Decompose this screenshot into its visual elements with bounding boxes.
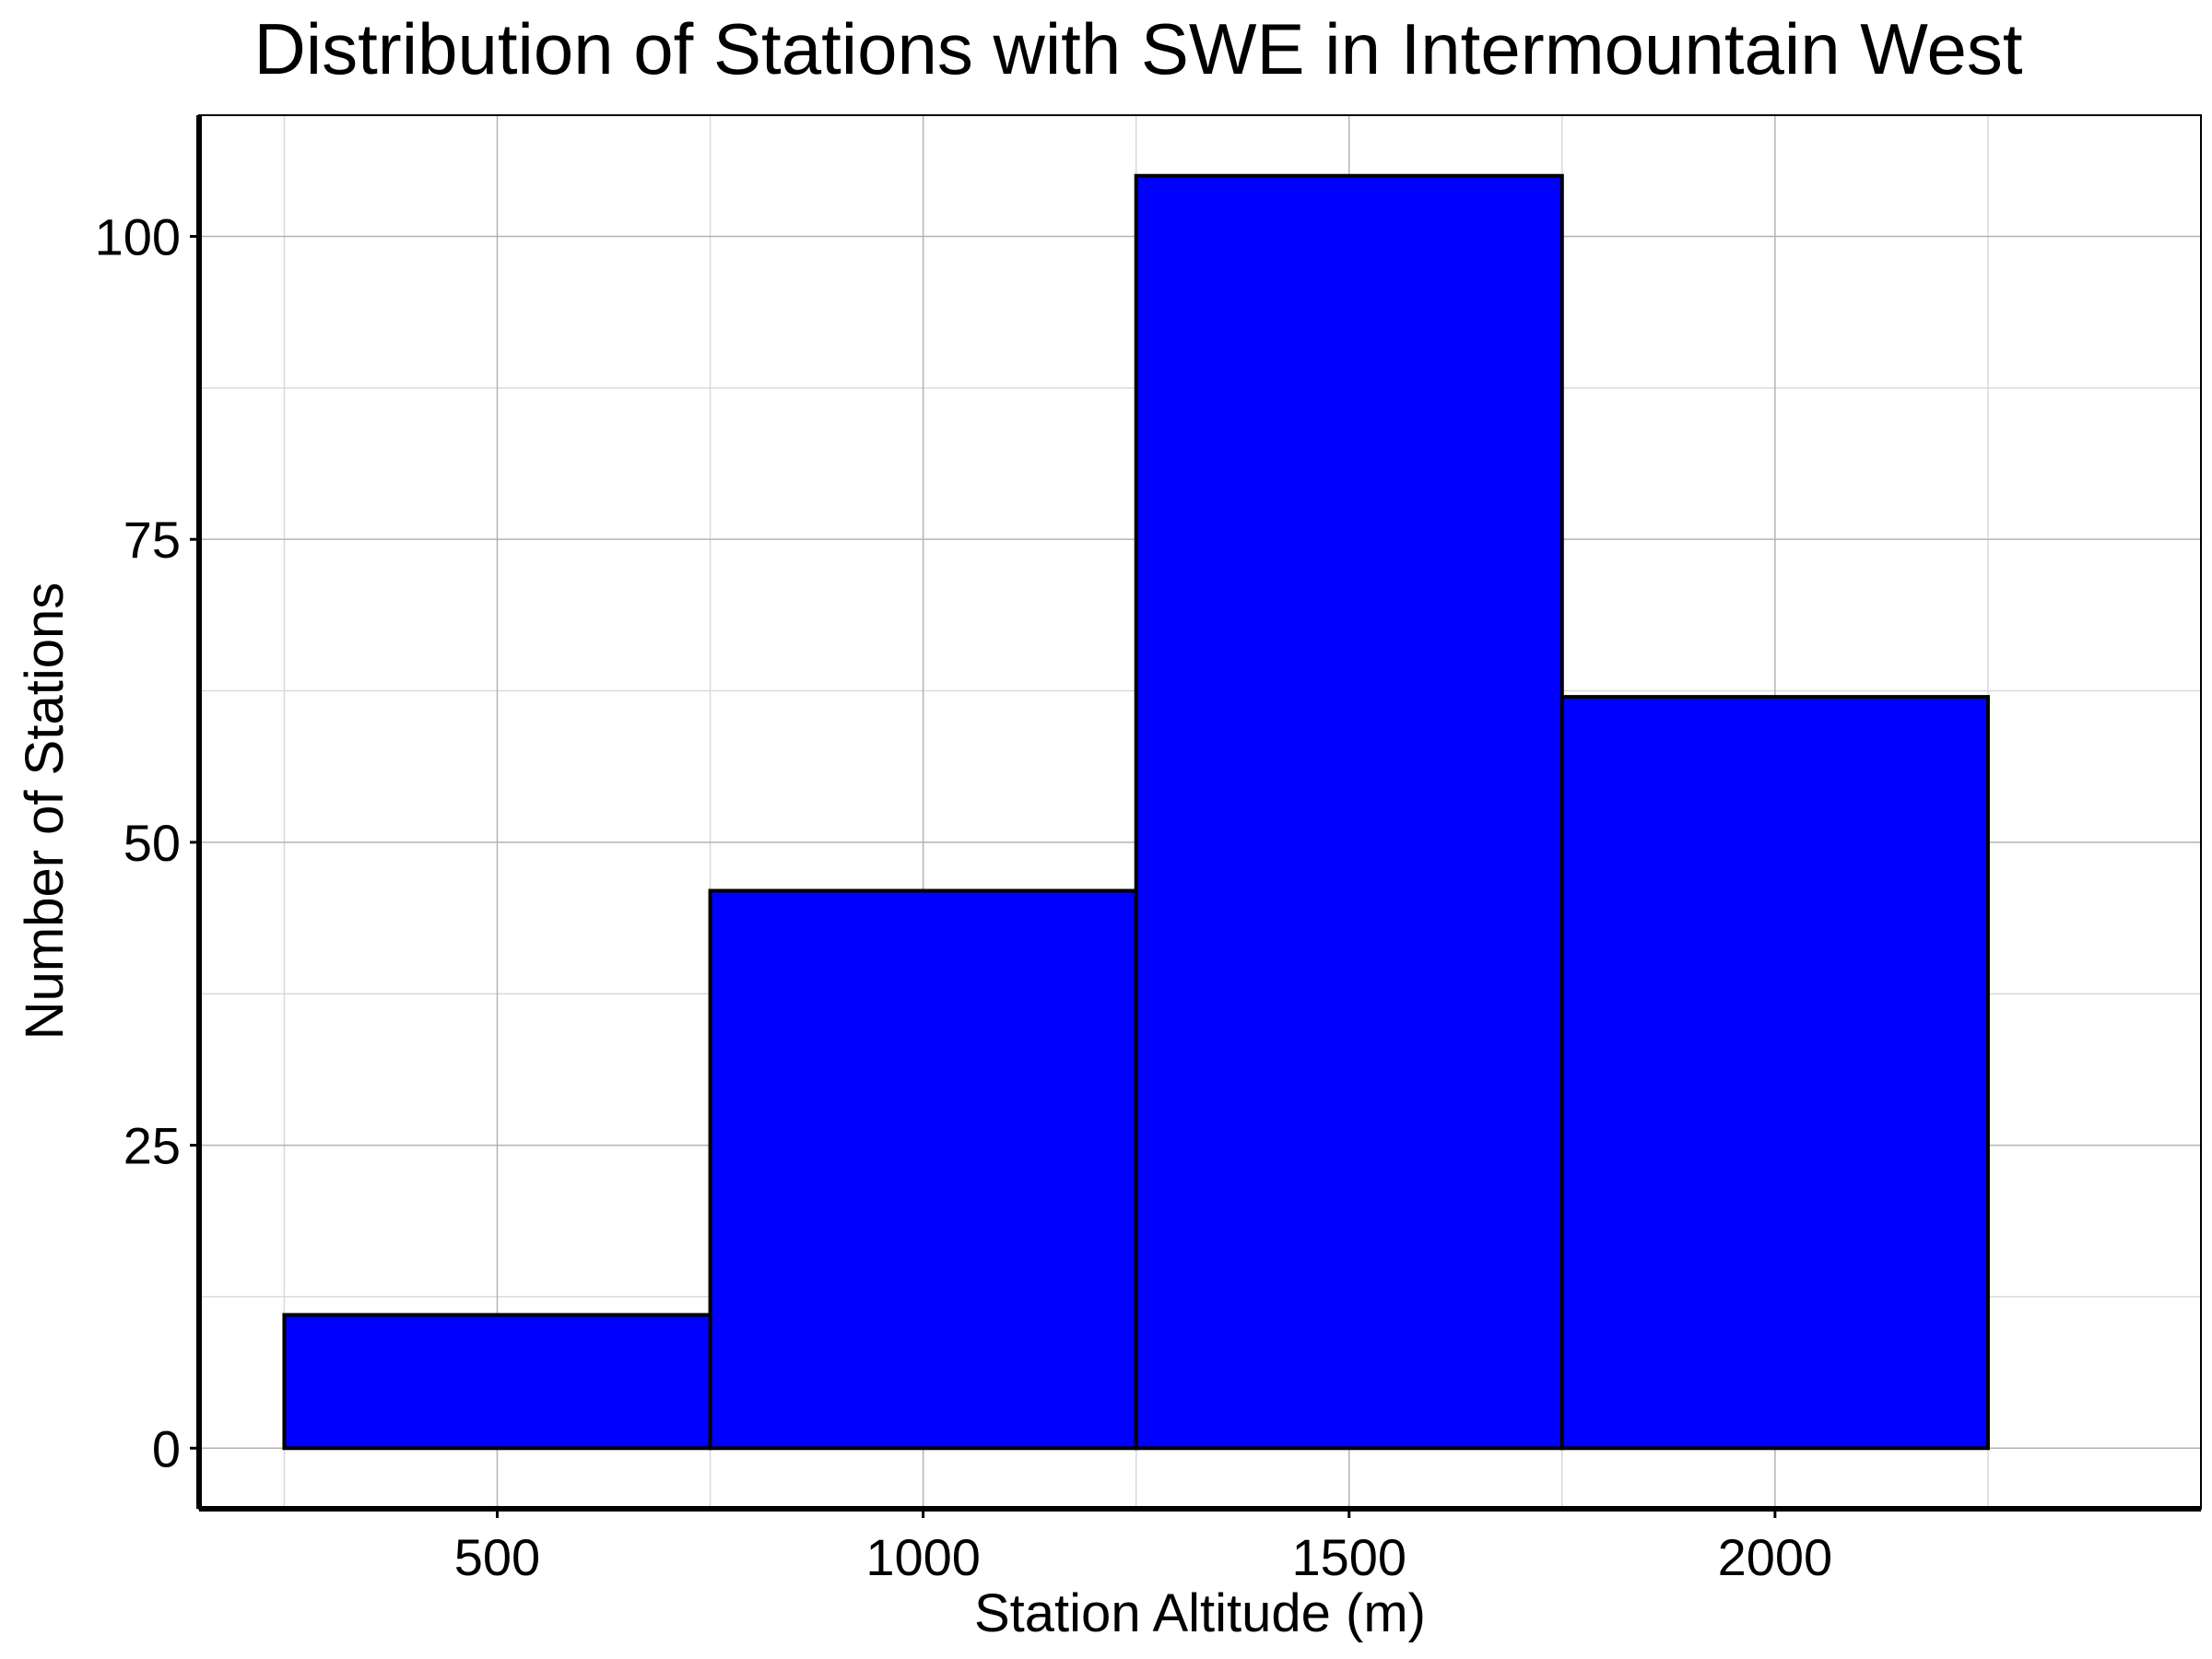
x-tick-label: 2000 [1718, 1528, 1833, 1586]
histogram-bar [1134, 173, 1564, 1451]
x-tick-label: 1500 [1291, 1528, 1406, 1586]
x-tick-label: 1000 [865, 1528, 981, 1586]
y-tick-label: 50 [124, 814, 181, 872]
x-tick-label: 500 [454, 1528, 540, 1586]
plot-area [196, 114, 2202, 1512]
y-tick-label: 100 [95, 207, 181, 265]
y-axis-label: Number of Stations [15, 582, 75, 1040]
histogram-bar [708, 888, 1138, 1451]
y-tick-label: 25 [124, 1117, 181, 1175]
histogram-bar [282, 1312, 712, 1451]
y-tick-label: 75 [124, 511, 181, 569]
histogram-bar [1559, 695, 1990, 1451]
histogram-bars [282, 173, 1990, 1451]
y-axis-ticks: 0 25 50 75 100 [95, 207, 199, 1477]
chart-title: Distribution of Stations with SWE in Int… [253, 8, 2022, 89]
x-axis-label: Station Altitude (m) [974, 1583, 1426, 1643]
y-tick-label: 0 [152, 1419, 181, 1477]
x-axis-ticks: 500 1000 1500 2000 [454, 1509, 1832, 1586]
